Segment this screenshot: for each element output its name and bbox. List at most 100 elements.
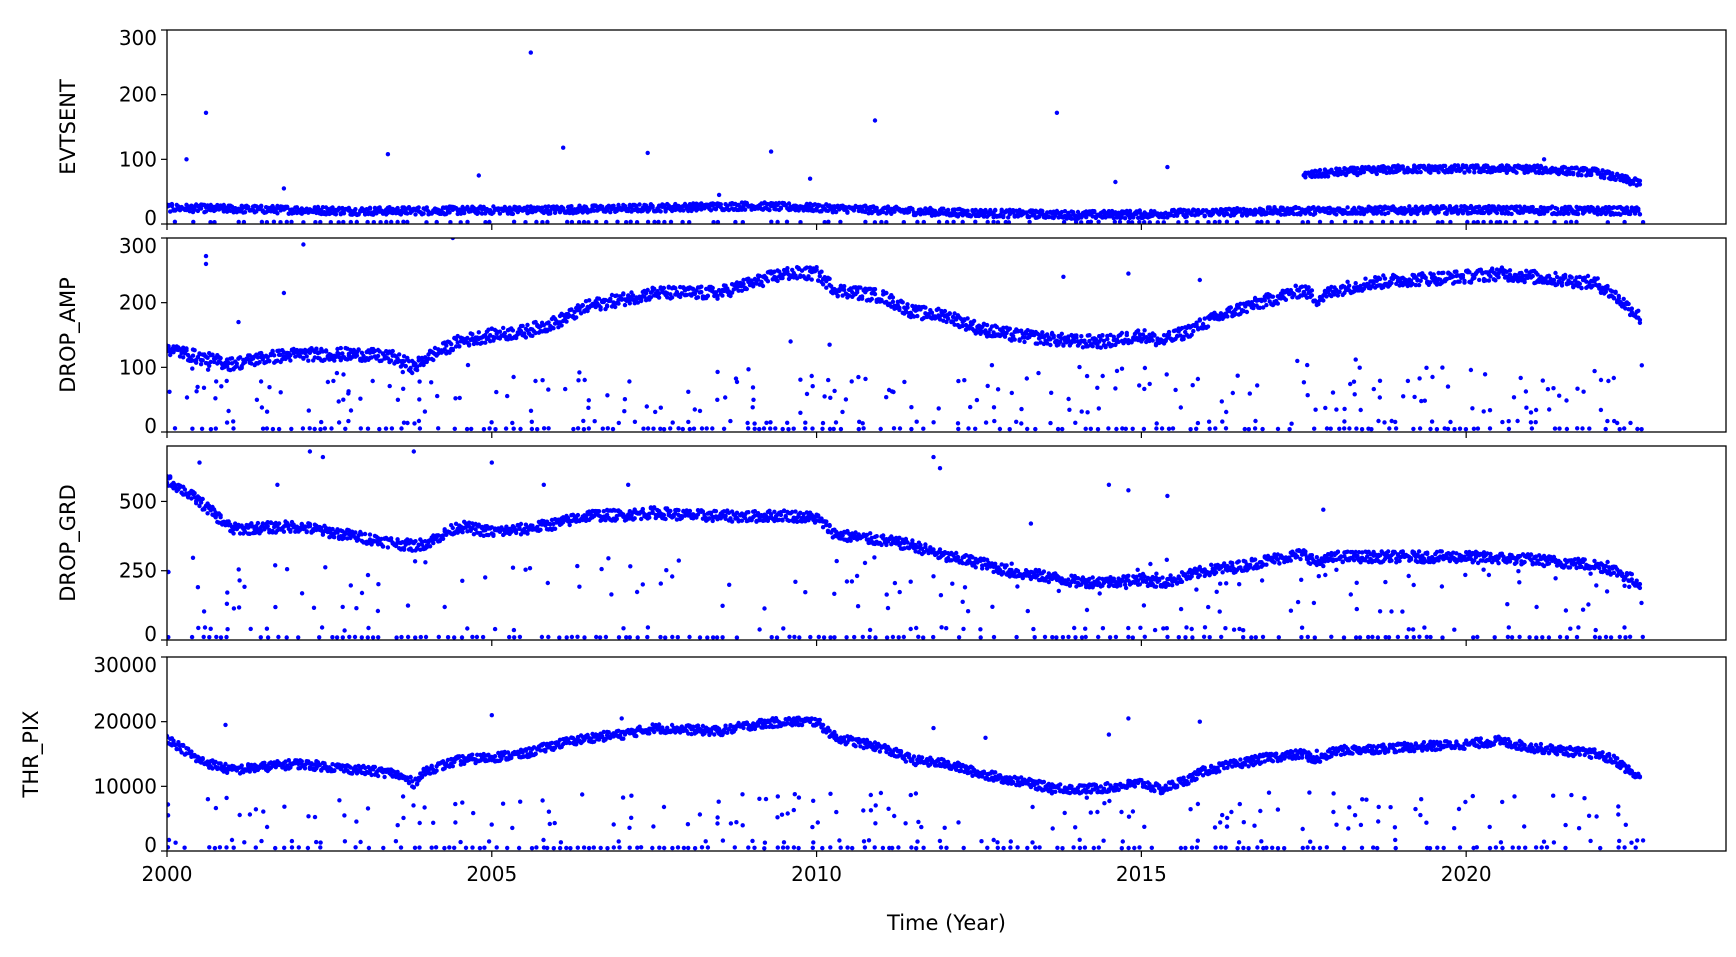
data-point: [677, 558, 681, 562]
data-point: [1515, 419, 1519, 423]
data-point: [1565, 635, 1569, 639]
data-point: [273, 605, 277, 609]
data-point: [404, 364, 408, 368]
data-point: [810, 277, 814, 281]
data-point: [828, 635, 832, 639]
data-point: [320, 625, 324, 629]
data-point: [1355, 607, 1359, 611]
data-point: [1487, 573, 1491, 577]
data-point: [1623, 635, 1627, 639]
data-point: [1033, 427, 1037, 431]
data-point: [1191, 383, 1195, 387]
data-point: [242, 585, 246, 589]
data-point: [423, 560, 427, 564]
data-point: [659, 209, 663, 213]
data-point: [769, 149, 773, 153]
data-point: [1519, 376, 1523, 380]
data-point: [347, 635, 351, 639]
data-point: [335, 635, 339, 639]
data-point: [366, 626, 370, 630]
data-point: [249, 627, 253, 631]
data-point: [225, 590, 229, 594]
data-point: [850, 579, 854, 583]
data-point: [1284, 298, 1288, 302]
data-point: [1165, 558, 1169, 562]
data-point: [376, 354, 380, 358]
data-point: [265, 410, 269, 414]
data-point: [341, 635, 345, 639]
data-point: [282, 186, 286, 190]
data-point: [512, 220, 516, 224]
data-point: [1472, 170, 1476, 174]
data-point: [885, 635, 889, 639]
data-point: [1190, 635, 1194, 639]
data-point: [1401, 394, 1405, 398]
data-point: [734, 376, 738, 380]
data-point: [511, 212, 515, 216]
data-point: [1534, 605, 1538, 609]
data-point: [1106, 426, 1110, 430]
data-point: [1579, 173, 1583, 177]
data-point: [768, 426, 772, 430]
data-point: [1366, 635, 1370, 639]
data-point: [494, 390, 498, 394]
data-point: [1085, 608, 1089, 612]
data-point: [406, 635, 410, 639]
data-point: [868, 628, 872, 632]
data-point: [1253, 419, 1257, 423]
data-point: [1604, 427, 1608, 431]
data-point: [914, 626, 918, 630]
data-point: [1318, 168, 1322, 172]
data-point: [276, 635, 280, 639]
data-point: [1540, 635, 1544, 639]
data-point: [551, 326, 555, 330]
data-point: [1061, 343, 1065, 347]
data-point: [781, 626, 785, 630]
data-point: [1587, 426, 1591, 430]
data-point: [1343, 220, 1347, 224]
data-point: [1167, 333, 1171, 337]
data-point: [199, 362, 203, 366]
data-point: [301, 242, 305, 246]
data-point: [769, 220, 773, 224]
data-point: [653, 410, 657, 414]
data-point: [399, 635, 403, 639]
data-point: [662, 286, 666, 290]
data-point: [210, 353, 214, 357]
data-point: [563, 387, 567, 391]
data-point: [948, 312, 952, 316]
data-point: [1481, 568, 1485, 572]
data-point: [1482, 409, 1486, 413]
data-point: [396, 398, 400, 402]
data-point: [1142, 387, 1146, 391]
data-point: [384, 426, 388, 430]
data-point: [1074, 335, 1078, 339]
data-point: [821, 282, 825, 286]
data-point: [1512, 395, 1516, 399]
data-point: [676, 635, 680, 639]
data-point: [1347, 284, 1351, 288]
data-point: [921, 427, 925, 431]
data-point: [891, 295, 895, 299]
data-point: [844, 397, 848, 401]
y-tick-label: 0: [144, 414, 157, 438]
data-point: [575, 635, 579, 639]
data-point: [1622, 297, 1626, 301]
data-point: [1043, 635, 1047, 639]
data-point: [757, 627, 761, 631]
data-point: [1085, 410, 1089, 414]
data-point: [306, 359, 310, 363]
data-point: [1598, 635, 1602, 639]
data-point: [1575, 426, 1579, 430]
data-point: [1353, 392, 1357, 396]
data-point: [226, 409, 230, 413]
data-point: [1592, 369, 1596, 373]
data-point: [1369, 427, 1373, 431]
data-point: [613, 305, 617, 309]
data-point: [668, 426, 672, 430]
data-point: [1196, 421, 1200, 425]
data-point: [1529, 410, 1533, 414]
data-point: [1260, 427, 1264, 431]
data-point: [770, 635, 774, 639]
data-point: [1507, 419, 1511, 423]
